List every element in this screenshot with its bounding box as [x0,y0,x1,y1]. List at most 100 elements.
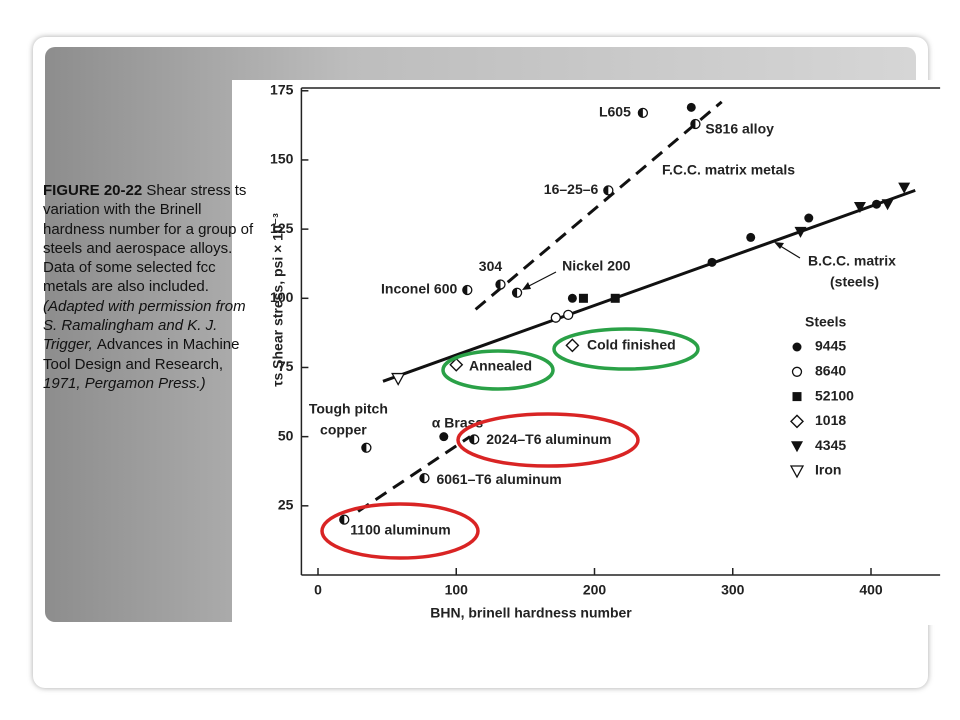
legend-label: 4345 [815,437,846,453]
annotation: Cold finished [587,337,676,353]
data-point [339,514,350,525]
arrow-head [522,282,531,290]
marker-shape [512,288,518,298]
legend-label: 52100 [815,387,854,403]
marker-shape [794,226,807,238]
data-point [690,118,701,130]
marker-shape [391,372,406,386]
data-point [792,342,802,352]
marker-shape [790,414,804,429]
marker-shape [792,342,802,352]
point-label: 6061–T6 aluminum [436,471,561,487]
y-tick-label: 25 [278,497,294,513]
point-label: 304 [479,258,503,274]
data-point [495,279,506,290]
x-tick-label: 400 [859,582,883,598]
marker-shape [789,465,805,479]
legend-label: 9445 [815,338,846,354]
data-point [804,213,814,223]
highlight-ellipse [441,349,555,391]
annotation: Annealed [469,358,532,374]
data-point [792,392,802,402]
marker-shape [361,443,367,453]
trend-line [357,435,471,513]
marker-shape [495,279,501,289]
data-point [563,309,574,321]
marker-shape [638,108,643,118]
trend-line [474,100,723,311]
data-point [511,287,523,298]
trend-label: (steels) [830,274,879,290]
x-tick-label: 300 [721,582,745,598]
point-label: Tough pitch [309,400,388,416]
y-tick-label: 75 [278,358,294,374]
point-label: S816 alloy [705,121,774,137]
marker-shape [610,293,620,303]
data-point [637,107,649,119]
data-point [565,338,580,353]
point-label: α Brass [432,414,484,430]
data-point [707,257,717,267]
marker-shape [550,312,561,323]
caption-text: Advances in Machine Tool Design and Rese… [43,336,240,373]
highlight-ellipse [320,502,480,560]
data-point [790,414,804,429]
marker-shape [853,201,866,213]
trend-label: B.C.C. matrix [808,253,896,269]
data-point [462,284,473,296]
x-tick-label: 200 [583,582,607,598]
legend-label: Iron [815,462,841,478]
y-tick-label: 100 [270,289,294,305]
marker-shape [792,392,802,402]
trend-label: F.C.C. matrix metals [662,162,795,178]
legend-title: Steels [805,314,846,330]
x-tick-label: 100 [445,582,469,598]
marker-shape [898,182,911,194]
data-point [449,357,464,372]
data-point [881,199,894,211]
marker-shape [439,432,449,442]
data-point [872,199,882,209]
point-label: 2024–T6 aluminum [486,431,611,447]
data-point [898,182,911,194]
marker-shape [791,366,803,377]
caption-text: (Adapted with permission from S. Ramalin… [43,297,246,354]
data-point [746,232,756,242]
y-axis-label: τs Shear stress, psi × 10⁻³ [270,213,286,387]
marker-shape [804,213,814,223]
marker-shape [872,199,882,209]
arrow-head [774,242,784,249]
data-point [791,366,803,377]
data-point [469,434,480,445]
point-label: 16–25–6 [544,181,599,197]
highlight-ellipse [456,412,640,468]
data-point [794,226,807,238]
marker-shape [567,293,577,303]
marker-shape [707,257,717,267]
point-label: copper [320,421,367,437]
marker-shape [462,285,468,295]
y-tick-label: 50 [278,427,294,443]
highlight-ellipse [552,327,700,371]
data-point [853,201,866,213]
legend-label: 1018 [815,412,846,428]
data-point [439,432,449,442]
point-label: Nickel 200 [562,257,631,273]
point-label: 1100 aluminum [350,521,450,537]
data-point [603,185,614,196]
x-axis-label: BHN, brinell hardness number [430,605,632,621]
caption-text: FIGURE 20-22 [43,182,143,199]
y-tick-label: 175 [270,81,294,97]
marker-shape [339,515,345,525]
marker-shape [791,441,803,453]
marker-shape [603,185,609,195]
data-point [361,442,372,453]
point-label: L605 [599,104,631,120]
data-point [391,372,406,386]
caption-text: 1971, Pergamon Press.) [43,374,206,392]
marker-shape [881,199,894,211]
figure-background [232,80,960,625]
data-point [578,293,588,303]
x-tick-label: 0 [314,582,322,598]
